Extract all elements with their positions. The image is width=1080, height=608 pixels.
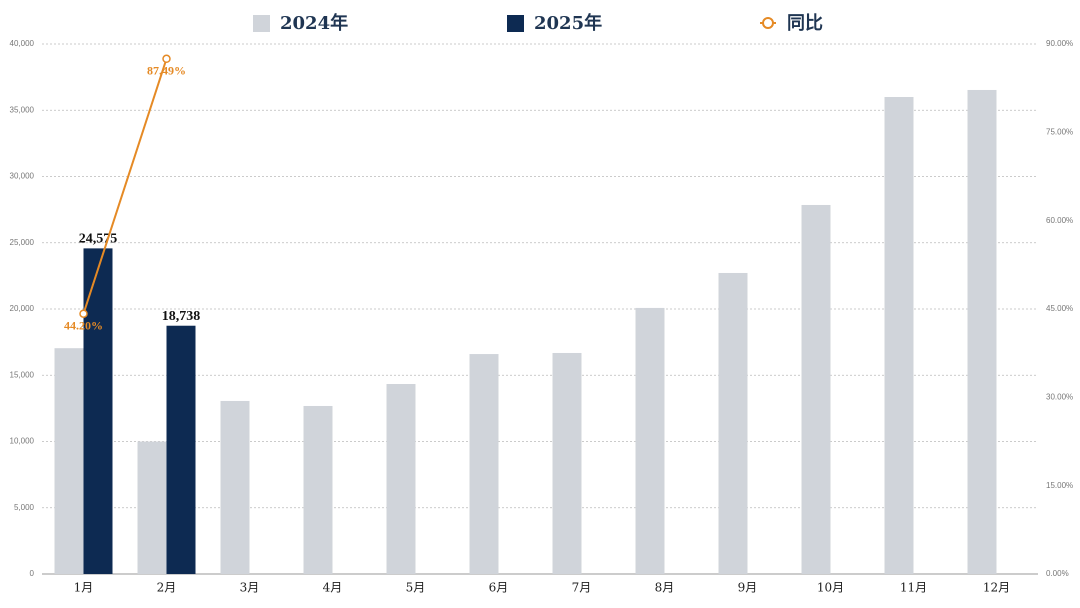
bar <box>54 348 84 574</box>
data-label: 44.20% <box>64 318 103 332</box>
x-tick-label: 6月 <box>489 581 509 595</box>
y-tick-label: 10,000 <box>10 437 35 446</box>
y2-tick-label: 75.00% <box>1046 127 1073 136</box>
legend-label: 2024年 <box>280 12 348 34</box>
bar <box>303 405 333 574</box>
x-tick-label: 3月 <box>240 581 260 595</box>
y-tick-label: 25,000 <box>10 238 35 247</box>
data-label: 24,575 <box>79 232 118 247</box>
y2-tick-label: 30.00% <box>1046 392 1073 401</box>
x-tick-label: 9月 <box>738 581 758 595</box>
y-tick-label: 5,000 <box>14 503 35 512</box>
data-label: 18,738 <box>162 309 201 324</box>
y-tick-label: 30,000 <box>10 172 35 181</box>
x-tick-label: 8月 <box>655 581 675 595</box>
bar <box>386 383 416 574</box>
bar <box>801 204 831 575</box>
y-tick-label: 40,000 <box>10 39 35 48</box>
y2-tick-label: 45.00% <box>1046 304 1073 313</box>
bar <box>718 272 748 574</box>
x-tick-label: 2月 <box>157 581 177 595</box>
x-tick-label: 12月 <box>983 581 1010 595</box>
line-marker <box>162 54 171 64</box>
y-tick-label: 15,000 <box>10 370 35 379</box>
data-label: 87.49% <box>147 64 186 78</box>
bar <box>137 441 167 574</box>
bar <box>967 89 997 574</box>
y-tick-label: 20,000 <box>10 304 35 313</box>
x-tick-label: 10月 <box>817 581 844 595</box>
bar <box>469 354 499 574</box>
legend-swatch <box>253 15 270 32</box>
x-tick-label: 1月 <box>74 581 94 595</box>
y2-tick-label: 90.00% <box>1046 39 1073 48</box>
x-tick-label: 4月 <box>323 581 343 595</box>
y2-tick-label: 0.00% <box>1046 569 1069 578</box>
line <box>82 58 168 315</box>
y-tick-label: 35,000 <box>10 105 35 114</box>
x-tick-label: 11月 <box>900 581 927 595</box>
x-tick-label: 5月 <box>406 581 426 595</box>
legend-label: 同比 <box>787 13 823 34</box>
line-marker <box>79 309 88 318</box>
legend-swatch <box>507 15 524 32</box>
bar <box>220 400 250 574</box>
bar <box>635 307 665 574</box>
bar <box>166 325 196 574</box>
bar <box>552 352 582 574</box>
bar <box>884 97 914 574</box>
x-tick-label: 7月 <box>572 581 592 595</box>
y-tick-label: 0 <box>30 569 35 578</box>
bar <box>83 248 113 574</box>
legend-marker <box>762 17 774 29</box>
legend-label: 2025年 <box>534 12 602 34</box>
y2-tick-label: 15.00% <box>1046 481 1073 490</box>
y2-tick-label: 60.00% <box>1046 216 1073 225</box>
